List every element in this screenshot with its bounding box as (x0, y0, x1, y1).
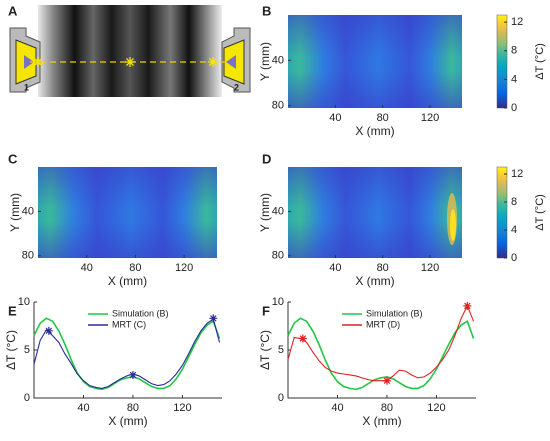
panel-label: C (8, 151, 18, 166)
transducer-label: 2 (234, 82, 239, 92)
x-tick-label: 80 (377, 112, 389, 124)
heatmap-shade (38, 167, 217, 258)
y-axis-label: ΔT (°C) (258, 330, 272, 370)
colorbar-tick-label: 4 (511, 73, 517, 85)
colorbar (496, 14, 508, 109)
y-tick-label: 10 (272, 296, 284, 308)
x-axis-label: X (mm) (355, 274, 394, 288)
x-axis-label: X (mm) (362, 414, 401, 428)
star-marker (128, 370, 137, 379)
panel-label: E (8, 303, 17, 318)
focus-stars (33, 57, 218, 67)
colorbar-tick-label: 12 (511, 16, 523, 28)
y-axis-label: ΔT (°C) (4, 330, 18, 370)
star-marker (298, 334, 307, 343)
y-tick-label: 10 (18, 296, 30, 308)
x-axis-label: X (mm) (355, 124, 394, 138)
colorbar (496, 166, 508, 259)
heatmap-shade (288, 15, 462, 108)
series-line (287, 304, 475, 382)
x-axis-label: X (mm) (108, 274, 147, 288)
y-axis-label: Y (mm) (258, 42, 272, 81)
x-tick-label: 40 (329, 112, 341, 124)
x-tick-label: 80 (127, 402, 139, 414)
colorbar-tick-label: 4 (511, 224, 517, 236)
colorbar-tick-label: 8 (511, 45, 517, 57)
x-tick-label: 120 (173, 402, 191, 414)
y-tick-label: 5 (24, 344, 30, 356)
panel-label: D (262, 151, 271, 166)
colorbar-label: ΔT (°C) (534, 43, 546, 80)
x-tick-label: 80 (129, 262, 141, 274)
transducer-left (9, 27, 41, 93)
x-tick-label: 120 (421, 262, 439, 274)
x-tick-label: 40 (329, 262, 341, 274)
x-axis-label: X (mm) (108, 414, 147, 428)
star-marker (44, 326, 53, 335)
x-tick-label: 120 (421, 112, 439, 124)
y-tick-label: 80 (22, 250, 34, 262)
y-axis-label: Y (mm) (8, 193, 22, 232)
star-marker (209, 314, 218, 323)
y-tick-label: 0 (24, 392, 30, 404)
x-tick-label: 40 (77, 402, 89, 414)
colorbar-tick-label: 0 (511, 252, 517, 264)
series-line (33, 317, 221, 391)
hot-spot (450, 209, 456, 241)
series-line (33, 318, 221, 389)
panel-label: B (262, 3, 271, 18)
y-tick-label: 40 (22, 205, 34, 217)
colorbar-label: ΔT (°C) (534, 194, 546, 231)
x-tick-label: 80 (377, 262, 389, 274)
colorbar-tick-label: 12 (511, 168, 523, 180)
colorbar-tick-label: 8 (511, 196, 517, 208)
panel-label: F (262, 303, 270, 318)
colorbar-tick-label: 0 (511, 102, 517, 114)
x-tick-label: 40 (331, 402, 343, 414)
x-tick-label: 80 (381, 402, 393, 414)
y-tick-label: 80 (272, 100, 284, 112)
legend-label: MRT (D) (366, 319, 400, 329)
x-tick-label: 120 (427, 402, 445, 414)
series-line (287, 317, 475, 391)
legend-label: Simulation (B) (112, 308, 169, 318)
y-tick-label: 5 (278, 344, 284, 356)
legend-label: MRT (C) (112, 319, 146, 329)
x-tick-label: 120 (175, 262, 193, 274)
y-tick-label: 40 (272, 205, 284, 217)
transducer-right (221, 27, 251, 93)
heatmap-shade (288, 167, 462, 258)
legend-label: Simulation (B) (366, 308, 423, 318)
star-marker (382, 376, 391, 385)
transducer-label: 1 (24, 82, 29, 92)
y-tick-label: 80 (272, 250, 284, 262)
star-marker (463, 301, 472, 310)
x-tick-label: 40 (81, 262, 93, 274)
y-axis-label: Y (mm) (258, 193, 272, 232)
y-tick-label: 40 (272, 54, 284, 66)
y-tick-label: 0 (278, 392, 284, 404)
panel-label: A (8, 3, 18, 18)
ultrasound-image (38, 5, 222, 97)
